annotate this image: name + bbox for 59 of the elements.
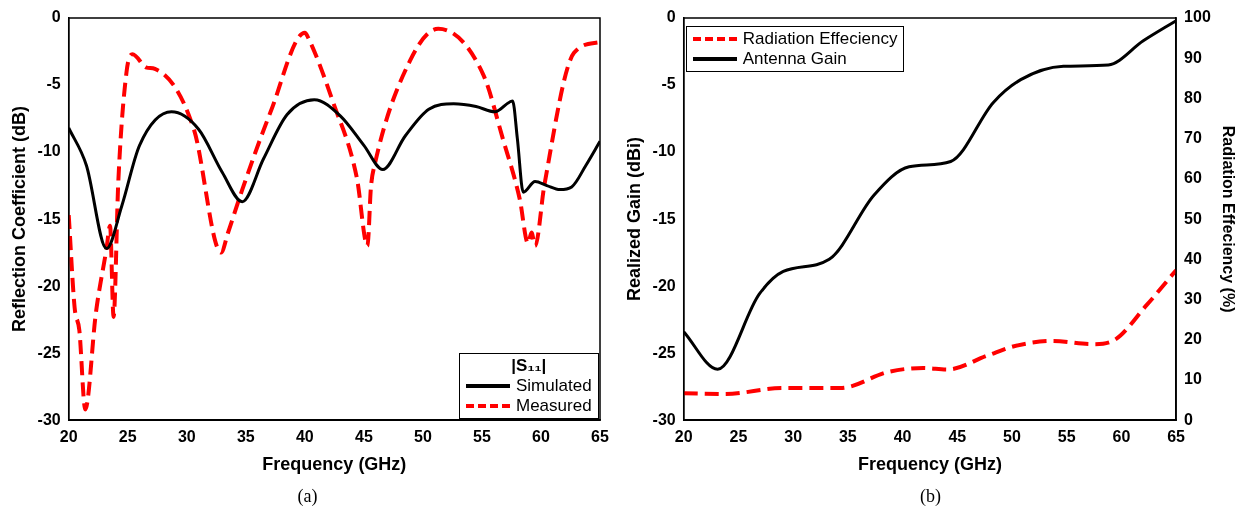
y-tick-label: -30 <box>652 410 676 428</box>
y2-tick-label: 70 <box>1184 129 1202 147</box>
x-tick-label: 25 <box>729 428 748 446</box>
x-tick-label: 65 <box>591 428 609 446</box>
legend-title: |S₁₁| <box>510 356 548 377</box>
y-tick-label: -10 <box>37 142 61 160</box>
y2-tick-label: 20 <box>1184 330 1202 348</box>
y2-tick-label: 50 <box>1184 209 1202 227</box>
y2-axis-title: Radiation Effeciency (%) <box>1219 125 1237 313</box>
y-tick-label: -25 <box>652 343 676 361</box>
x-tick-label: 40 <box>893 428 912 446</box>
y-tick-label: -20 <box>37 276 61 294</box>
x-tick-label: 35 <box>236 428 255 446</box>
x-axis-title: Frequency (GHz) <box>262 454 407 475</box>
y2-tick-label: 10 <box>1184 370 1202 388</box>
y-tick-label: -15 <box>652 209 676 227</box>
x-tick-label: 45 <box>354 428 373 446</box>
legend-label: Simulated <box>516 376 592 397</box>
x-tick-label: 30 <box>177 428 196 446</box>
legend-label: Radiation Effeciency <box>742 29 898 49</box>
x-tick-label: 55 <box>473 428 491 446</box>
line-series <box>683 268 1177 397</box>
x-axis-title: Frequency (GHz) <box>857 454 1002 475</box>
x-tick-label: 20 <box>59 428 78 446</box>
y2-tick-label: 90 <box>1184 48 1202 66</box>
y-tick-label: -5 <box>661 75 676 93</box>
x-tick-label: 65 <box>1167 428 1186 446</box>
y-tick-label: -25 <box>37 343 61 361</box>
x-tick-label: 50 <box>414 428 432 446</box>
y2-tick-label: 100 <box>1184 8 1211 26</box>
x-tick-label: 40 <box>295 428 314 446</box>
x-tick-label: 45 <box>948 428 967 446</box>
x-tick-label: 30 <box>784 428 803 446</box>
x-tick-label: 20 <box>674 428 693 446</box>
y-tick-label: -15 <box>37 209 61 227</box>
x-tick-label: 50 <box>1003 428 1021 446</box>
x-tick-label: 55 <box>1057 428 1076 446</box>
y2-tick-label: 30 <box>1184 289 1202 307</box>
legend-label: Antenna Gain <box>742 49 847 69</box>
y2-tick-label: 0 <box>1184 410 1194 428</box>
x-tick-label: 25 <box>118 428 137 446</box>
text: (b) <box>919 486 942 507</box>
x-tick-label: 60 <box>1112 428 1131 446</box>
y-axis-title: Reflection Coefficient (dB) <box>8 106 29 333</box>
y2-tick-label: 60 <box>1184 169 1202 187</box>
y2-tick-label: 40 <box>1184 249 1202 267</box>
y-tick-label: -30 <box>37 410 61 428</box>
y-axis-title: Realized Gain (dBi) <box>623 137 644 302</box>
text: (a) <box>296 486 319 507</box>
y-tick-label: -20 <box>652 276 676 294</box>
line-series <box>68 26 600 412</box>
y-tick-label: -10 <box>652 142 676 160</box>
x-tick-label: 35 <box>838 428 857 446</box>
y-tick-label: -5 <box>46 75 61 93</box>
x-tick-label: 60 <box>532 428 550 446</box>
legend-label: Measured <box>516 396 592 417</box>
y-tick-label: 0 <box>51 8 61 26</box>
y-tick-label: 0 <box>666 8 676 26</box>
y2-tick-label: 80 <box>1184 88 1202 106</box>
